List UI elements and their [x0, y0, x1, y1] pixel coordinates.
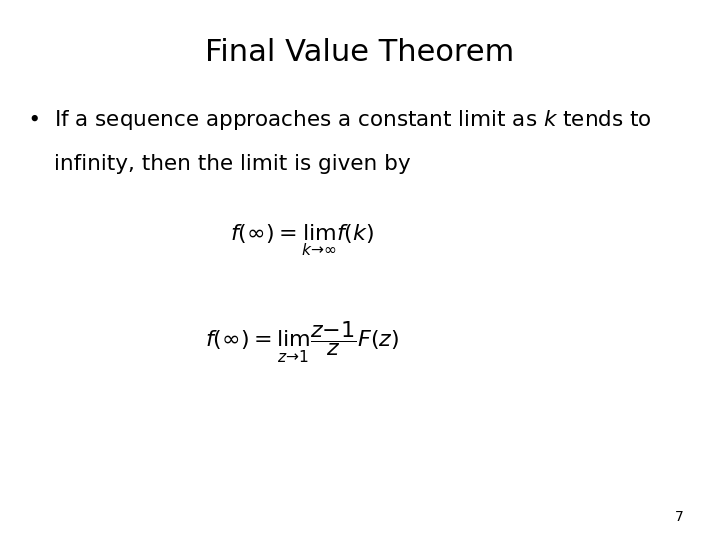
- Text: If a sequence approaches a constant limit as $k$ tends to: If a sequence approaches a constant limi…: [54, 108, 652, 132]
- Text: Final Value Theorem: Final Value Theorem: [205, 38, 515, 67]
- Text: 7: 7: [675, 510, 684, 524]
- Text: $f(\infty) = \lim_{z \to 1} \dfrac{z-1}{z} F(z)$: $f(\infty) = \lim_{z \to 1} \dfrac{z-1}{…: [205, 320, 400, 366]
- Text: infinity, then the limit is given by: infinity, then the limit is given by: [54, 154, 410, 174]
- Text: $f(\infty) = \lim_{k \to \infty} f(k)$: $f(\infty) = \lim_{k \to \infty} f(k)$: [230, 222, 374, 258]
- Text: $\bullet$: $\bullet$: [27, 108, 39, 128]
